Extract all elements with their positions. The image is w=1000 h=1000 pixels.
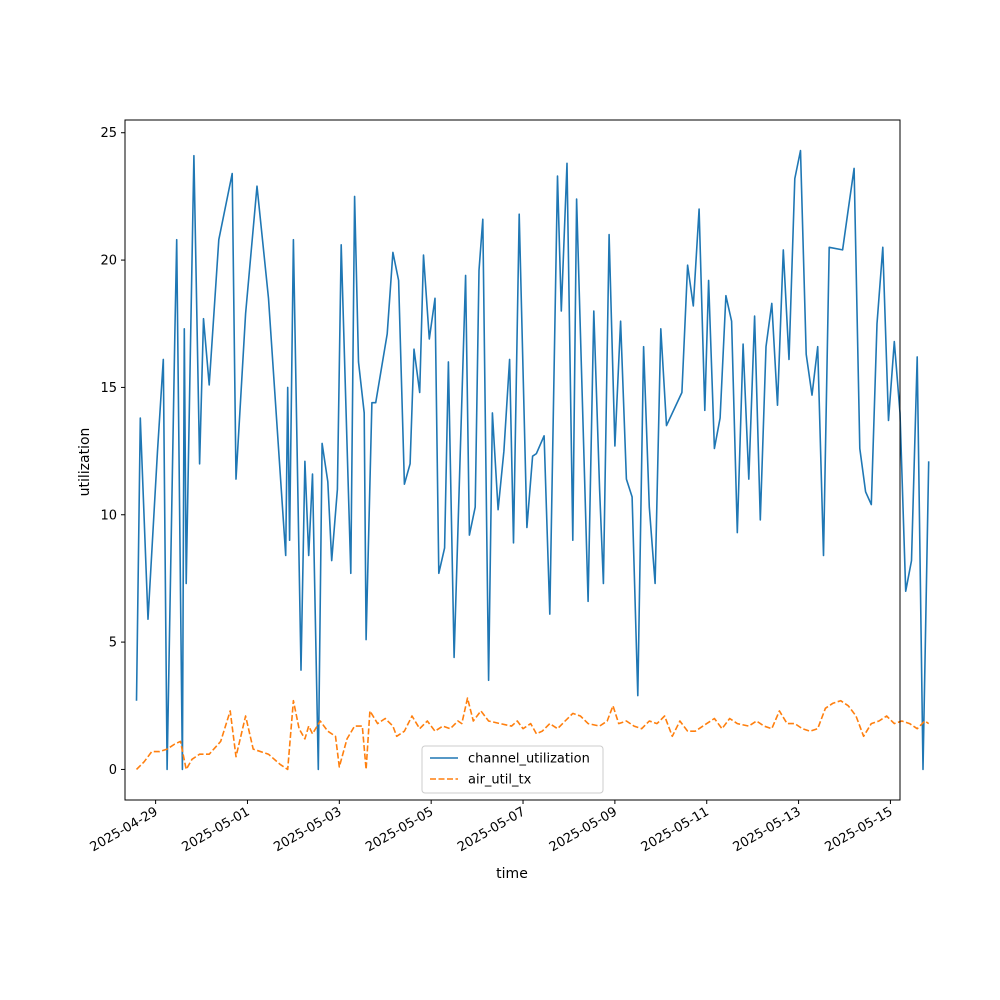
x-axis-label: time — [496, 866, 528, 882]
y-tick-label: 10 — [100, 508, 117, 523]
legend-box — [421, 745, 604, 794]
series-line-channel-utilization — [135, 149, 930, 771]
y-tick-label: 25 — [100, 126, 117, 141]
y-tick-label: 0 — [109, 763, 117, 778]
series-line-air-util-tx — [135, 697, 930, 771]
y-axis: 0 5 10 15 20 25 — [100, 126, 125, 778]
y-tick-label: 20 — [100, 254, 117, 269]
plot-frame — [124, 119, 901, 801]
y-axis-label: utilization — [77, 428, 93, 497]
series-layer — [135, 149, 930, 771]
legend: channel_utilization air_util_tx — [421, 745, 604, 794]
legend-label: air_util_tx — [468, 773, 532, 788]
y-tick-label: 15 — [100, 381, 117, 396]
legend-label: channel_utilization — [468, 752, 590, 767]
y-tick-label: 5 — [109, 636, 117, 651]
